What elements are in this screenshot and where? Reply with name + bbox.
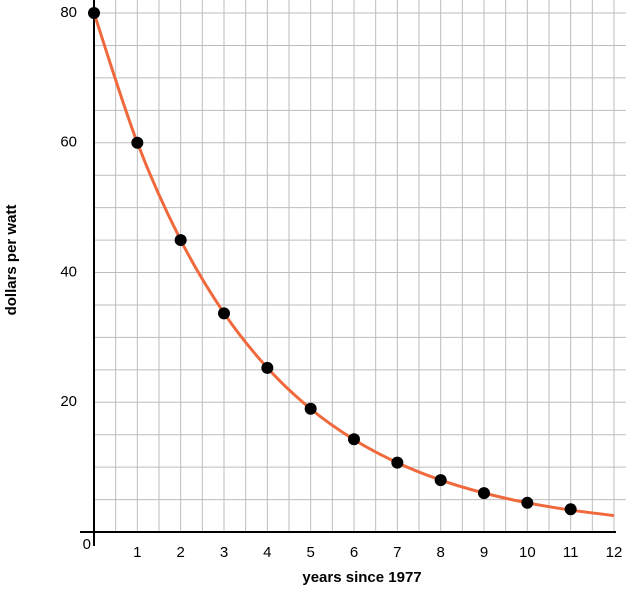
data-point [434, 474, 447, 487]
x-tick-label: 4 [263, 544, 271, 561]
y-tick-label: 60 [60, 134, 77, 151]
data-point [88, 7, 100, 19]
x-tick-label: 5 [306, 544, 314, 561]
x-tick-label: 11 [563, 544, 579, 561]
data-point [564, 503, 577, 516]
x-tick-label: 7 [393, 544, 401, 561]
data-point [521, 496, 534, 509]
x-tick-label: 10 [519, 544, 536, 561]
y-tick-label: 20 [60, 393, 77, 410]
data-point [391, 456, 404, 469]
data-point [261, 361, 274, 374]
y-tick-label: 40 [60, 263, 77, 280]
data-point [218, 307, 230, 320]
data-point [174, 234, 187, 247]
data-point [131, 136, 144, 149]
x-tick-label: 9 [480, 544, 488, 561]
data-point [348, 433, 360, 446]
x-axis-title: years since 1977 [302, 569, 421, 586]
y-tick-label: 80 [60, 4, 77, 21]
data-point [478, 487, 490, 500]
x-tick-label: 12 [606, 544, 623, 561]
data-point [304, 402, 317, 415]
y-axis-title: dollars per watt [3, 205, 20, 316]
x-tick-label: 6 [350, 544, 358, 561]
x-tick-label: 8 [436, 544, 444, 561]
x-tick-label: 3 [220, 544, 228, 561]
x-tick-label: 1 [133, 544, 141, 561]
y-tick-label: 0 [83, 536, 91, 553]
x-tick-label: 2 [176, 544, 184, 561]
